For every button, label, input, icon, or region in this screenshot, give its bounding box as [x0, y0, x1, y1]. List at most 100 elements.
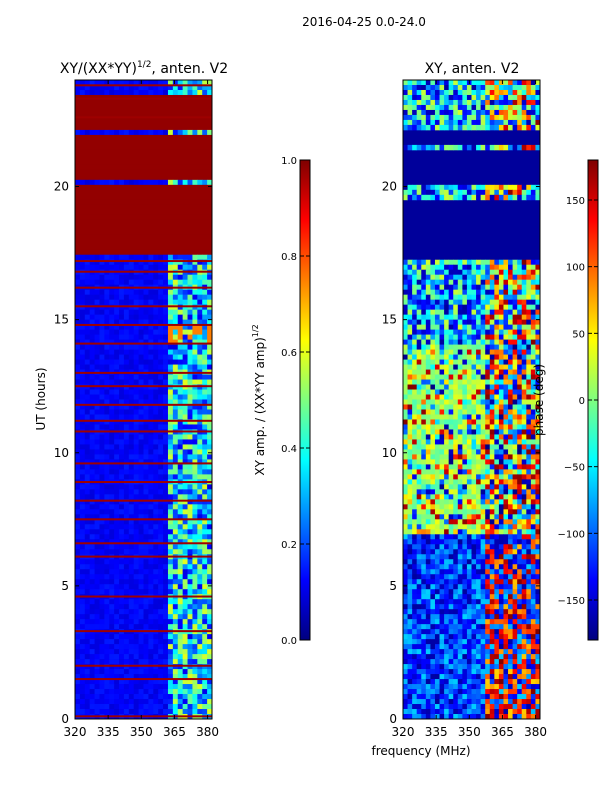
- left-heat-cell: [148, 519, 154, 525]
- left-heat-cell: [167, 604, 174, 610]
- right-heat-cell: [503, 414, 509, 420]
- left-heat-cell: [172, 504, 179, 510]
- right-heat-cell: [421, 449, 427, 455]
- left-heat-cell: [104, 474, 110, 480]
- right-heat-cell: [425, 374, 431, 380]
- right-heat-cell: [503, 489, 509, 495]
- left-heat-cell: [138, 489, 144, 495]
- left-heat-cell: [79, 89, 86, 96]
- left-heat-cell: [123, 424, 130, 430]
- right-heat-cell: [494, 259, 500, 266]
- right-heat-cell: [403, 489, 408, 495]
- left-heat-cell: [79, 399, 86, 405]
- right-heat-cell: [425, 329, 431, 336]
- right-heat-cell: [416, 439, 422, 445]
- right-heat-cell: [498, 349, 504, 355]
- right-heat-cell: [489, 189, 495, 196]
- left-heat-cell: [123, 304, 130, 311]
- left-heat-cell: [192, 349, 198, 355]
- right-heat-cell: [462, 469, 468, 475]
- left-heat-cell: [114, 319, 120, 326]
- left-heat-cell: [123, 414, 130, 420]
- left-heat-cell: [109, 289, 115, 296]
- right-heat-cell: [503, 319, 509, 326]
- right-heat-cell: [494, 119, 500, 126]
- left-heat-cell: [187, 519, 193, 525]
- right-heat-cell: [457, 84, 463, 91]
- left-heat-cell: [158, 644, 164, 650]
- left-heat-cell: [158, 359, 164, 365]
- right-heat-cell: [416, 454, 422, 460]
- left-heat-cell: [153, 709, 159, 715]
- left-heat-cell: [197, 354, 203, 360]
- right-heat-cell: [498, 379, 504, 385]
- left-heat-cell: [192, 299, 198, 306]
- left-heat-cell: [84, 519, 91, 525]
- left-heat-cell: [114, 254, 120, 261]
- left-heat-cell: [133, 289, 140, 296]
- right-heat-cell: [448, 99, 454, 106]
- right-heat-cell: [448, 414, 454, 420]
- right-heat-cell: [425, 344, 431, 350]
- right-heat-cell: [512, 274, 518, 281]
- right-heat-cell: [530, 414, 536, 420]
- right-heat-cell: [508, 269, 513, 276]
- left-heat-cell: [197, 624, 203, 630]
- left-heat-cell: [94, 89, 100, 96]
- left-heat-cell: [207, 80, 213, 86]
- right-heat-cell: [476, 529, 482, 535]
- right-heat-cell: [471, 189, 477, 196]
- left-heat-cell: [94, 584, 100, 590]
- left-heat-cell: [207, 529, 213, 535]
- right-heat-cell: [416, 369, 422, 375]
- left-heat-cell: [172, 529, 179, 535]
- left-heat-cell: [172, 624, 179, 630]
- left-heat-cell: [177, 469, 184, 475]
- left-heat-cell: [153, 274, 159, 281]
- right-heat-cell: [494, 459, 500, 465]
- right-heat-cell: [407, 259, 413, 266]
- left-heat-cell: [128, 674, 135, 680]
- right-heat-cell: [494, 524, 500, 530]
- left-heat-cell: [207, 694, 213, 700]
- left-heat-cell: [207, 349, 213, 355]
- right-heat-cell: [457, 384, 463, 390]
- left-heat-cell: [207, 669, 213, 675]
- right-heat-cell: [471, 324, 477, 331]
- right-heat-cell: [421, 529, 427, 535]
- left-heat-cell: [133, 304, 140, 311]
- left-heat-cell: [84, 544, 91, 550]
- right-heat-cell: [407, 544, 413, 550]
- right-heat-cell: [494, 80, 500, 86]
- right-heat-cell: [457, 284, 463, 291]
- left-heat-cell: [202, 404, 208, 410]
- right-heat-cell: [416, 274, 422, 281]
- left-heat-cell: [99, 324, 105, 331]
- left-heat-cell: [75, 574, 81, 580]
- left-heat-cell: [197, 634, 203, 640]
- right-heat-cell: [453, 294, 459, 301]
- left-heat-cell: [187, 514, 193, 520]
- left-heat-cell: [138, 354, 144, 360]
- right-heat-cell: [444, 394, 450, 400]
- right-heat-cell: [508, 344, 513, 350]
- left-heat-cell: [177, 80, 184, 86]
- left-heat-cell: [197, 569, 203, 575]
- right-heat-cell: [416, 514, 422, 520]
- left-heat-cell: [197, 374, 203, 380]
- left-heat-cell: [114, 694, 120, 700]
- left-heat-cell: [84, 694, 91, 700]
- left-heat-cell: [148, 484, 154, 490]
- left-heat-cell: [138, 549, 144, 555]
- right-heat-cell: [498, 319, 504, 326]
- right-heat-cell: [444, 464, 450, 470]
- left-heat-cell: [138, 604, 144, 610]
- right-heat-cell: [485, 334, 491, 340]
- left-heat-cell: [202, 614, 208, 620]
- left-heat-cell: [84, 689, 91, 695]
- left-heat-cell: [104, 559, 110, 565]
- right-heat-cell: [421, 304, 427, 311]
- right-heat-cell: [407, 384, 413, 390]
- left-heat-cell: [148, 574, 154, 580]
- left-heat-cell: [153, 404, 159, 410]
